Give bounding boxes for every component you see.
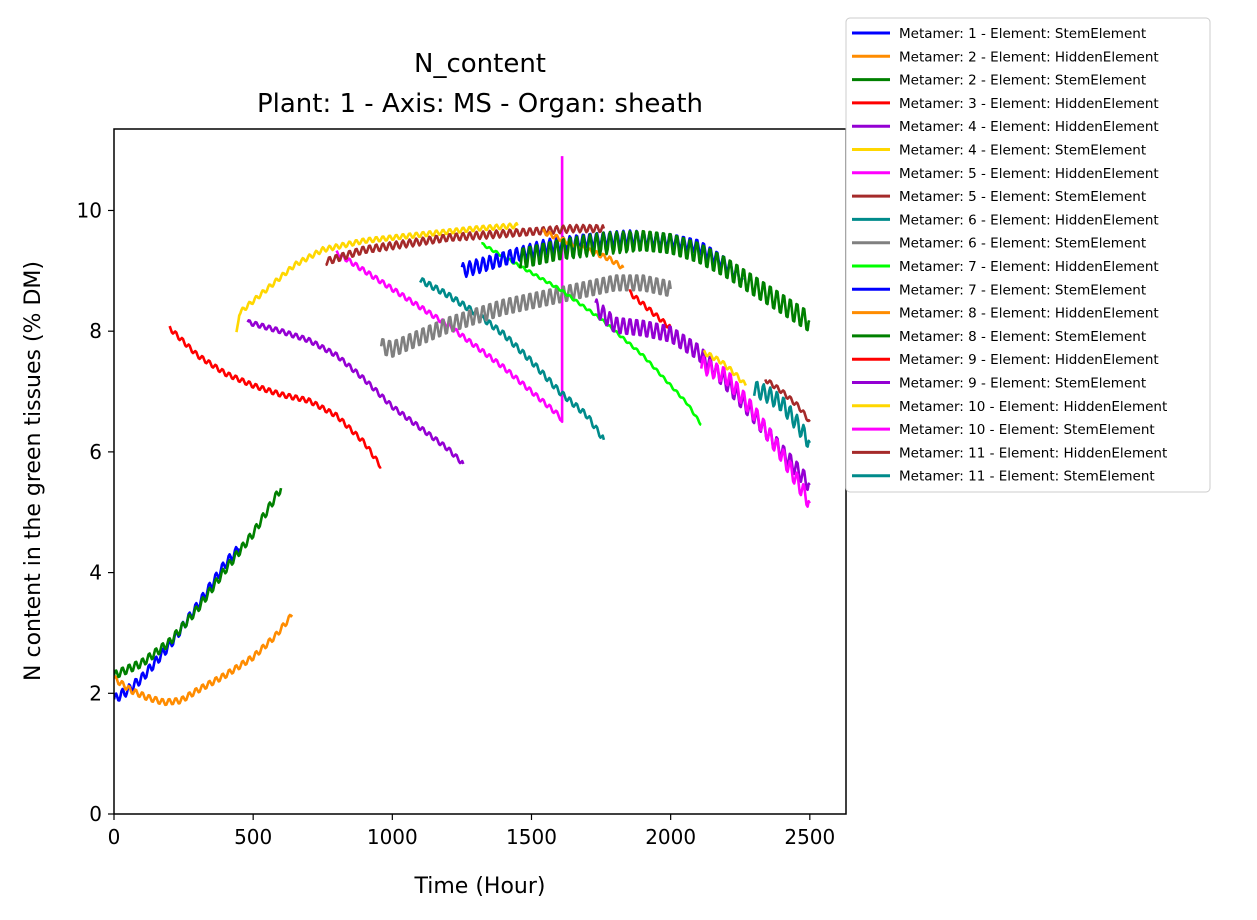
series-line [480,241,702,426]
series-line [419,277,606,441]
y-axis: 0 2 4 6 8 10 [77,198,114,826]
series-line [114,613,294,707]
x-tick-label: 0 [108,825,121,849]
series-line [235,221,519,333]
series-layer [114,156,811,707]
legend-entry-label: Metamer: 1 - Element: StemElement [899,26,1146,42]
x-tick-label: 1000 [367,825,418,849]
y-tick-label: 2 [89,681,102,705]
y-tick-label: 10 [77,198,102,222]
legend-entry-label: Metamer: 4 - Element: StemElement [899,143,1146,159]
legend-entry-label: Metamer: 9 - Element: StemElement [899,376,1146,392]
series-line [114,487,283,679]
legend-frame [845,17,1211,493]
legend-entry-label: Metamer: 4 - Element: HiddenElement [899,119,1159,135]
chart-title: N_content [414,49,546,79]
series-line [699,355,811,508]
x-axis-label: Time (Hour) [414,874,546,899]
legend-entry-label: Metamer: 8 - Element: StemElement [899,329,1146,345]
series-line [702,349,747,387]
series-line [764,378,811,423]
x-tick-label: 500 [234,825,272,849]
y-tick-label: 8 [89,319,102,343]
series-line [168,325,382,469]
plot-frame [113,128,847,815]
legend-entry-label: Metamer: 2 - Element: HiddenElement [899,49,1159,65]
legend-entry-label: Metamer: 10 - Element: StemElement [899,422,1155,438]
legend-entry-label: Metamer: 10 - Element: HiddenElement [899,399,1167,415]
x-axis: 0 500 1000 1500 2000 2500 [108,814,835,849]
series-line [379,274,672,358]
y-tick-label: 6 [89,440,102,464]
legend-entry-label: Metamer: 3 - Element: HiddenElement [899,96,1159,112]
x-tick-label: 2000 [645,825,696,849]
y-tick-label: 4 [89,561,102,585]
legend-entry-label: Metamer: 11 - Element: StemElement [899,469,1155,485]
legend-entry-label: Metamer: 7 - Element: HiddenElement [899,259,1159,275]
legend-entry-label: Metamer: 7 - Element: StemElement [899,282,1146,298]
series-line [519,229,811,332]
series-line [246,319,465,465]
legend-entry-label: Metamer: 5 - Element: StemElement [899,189,1146,205]
legend-entry-label: Metamer: 2 - Element: StemElement [899,73,1146,89]
legend: Metamer: 1 - Element: StemElement Metamer… [845,17,1211,493]
legend-entry-label: Metamer: 11 - Element: HiddenElement [899,445,1167,461]
legend-entry-label: Metamer: 8 - Element: HiddenElement [899,306,1159,322]
y-tick-label: 0 [89,802,102,826]
series-line [628,289,672,329]
series-line [752,380,811,448]
series-line [325,223,606,267]
legend-entry-label: Metamer: 9 - Element: HiddenElement [899,352,1159,368]
legend-entry-label: Metamer: 5 - Element: HiddenElement [899,166,1159,182]
y-axis-label: N content in the green tissues (% DM) [21,261,46,681]
series-line [542,228,625,270]
chart-subtitle: Plant: 1 - Axis: MS - Organ: sheath [257,89,703,119]
x-tick-label: 1500 [506,825,557,849]
chart-title-group: N_content Plant: 1 - Axis: MS - Organ: s… [257,49,703,119]
legend-entry-label: Metamer: 6 - Element: StemElement [899,236,1146,252]
x-tick-label: 2500 [784,825,835,849]
legend-entry-label: Metamer: 6 - Element: HiddenElement [899,212,1159,228]
